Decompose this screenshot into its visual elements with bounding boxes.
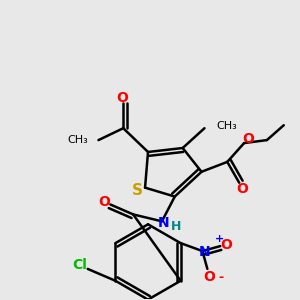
Text: +: + — [214, 234, 224, 244]
Text: O: O — [242, 132, 254, 146]
Text: O: O — [116, 92, 128, 106]
Text: CH₃: CH₃ — [216, 121, 237, 131]
Text: O: O — [220, 238, 232, 252]
Text: O: O — [236, 182, 248, 196]
Text: N: N — [158, 216, 170, 230]
Text: Cl: Cl — [72, 258, 87, 272]
Text: -: - — [219, 271, 224, 284]
Text: O: O — [203, 270, 215, 284]
Text: S: S — [132, 183, 142, 198]
Text: O: O — [98, 194, 110, 208]
Text: H: H — [171, 220, 181, 233]
Text: N: N — [199, 245, 210, 259]
Text: CH₃: CH₃ — [68, 135, 88, 145]
